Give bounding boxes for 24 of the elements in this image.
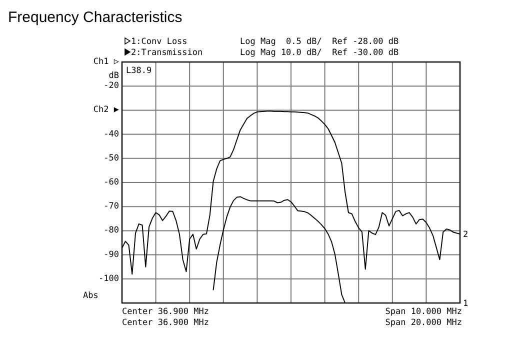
y-tick-label: -40 — [104, 129, 119, 140]
text: Span 20.000 MHz — [385, 318, 462, 328]
y-tick-label: -60 — [104, 178, 119, 188]
y-tick-label: -50 — [104, 153, 119, 164]
annotation: L38.9 — [126, 66, 152, 76]
text: Center 36.900 MHz — [122, 307, 209, 317]
y-tick-label: -90 — [104, 250, 119, 260]
y-tick-label: -20 — [104, 81, 119, 92]
legend-label: 1:Conv Loss — [131, 37, 188, 47]
y-tick-label: -100 — [98, 274, 119, 284]
text: Log Mag 10.0 dB/ Ref -30.00 dB — [240, 48, 399, 58]
text: Center 36.900 MHz — [122, 318, 209, 328]
y-tick-label: Ch2 ▶ — [93, 105, 120, 116]
text: Abs — [83, 291, 98, 301]
y-tick-label: Ch1 ▷ — [93, 57, 120, 67]
y-tick-label: -80 — [104, 226, 119, 236]
chart-title: Frequency Characteristics — [8, 9, 182, 26]
text: Span 10.000 MHz — [385, 307, 462, 317]
text: 1 — [463, 299, 468, 309]
legend-label: 2:Transmission — [131, 48, 203, 58]
y-axis-title: dB — [108, 71, 119, 81]
text: 2 — [463, 230, 468, 240]
y-tick-label: -70 — [104, 202, 119, 212]
text: Log Mag 0.5 dB/ Ref -28.00 dB — [240, 37, 399, 47]
